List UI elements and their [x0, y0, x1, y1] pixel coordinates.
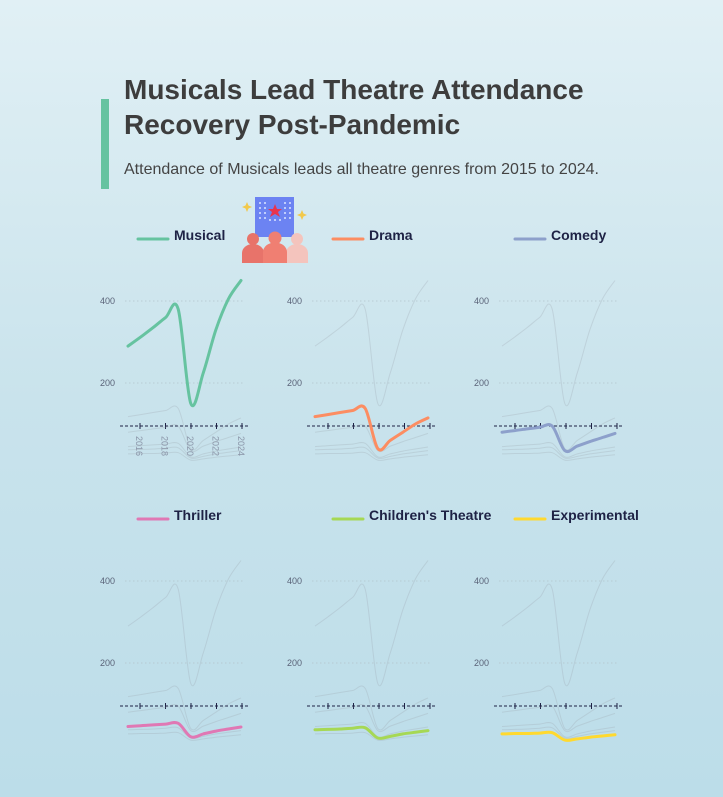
y-tick-label: 400 — [287, 576, 302, 586]
context-line — [127, 441, 242, 458]
title-accent-bar — [101, 99, 109, 189]
y-tick-label: 200 — [287, 378, 302, 388]
legend-item: Children's Theatre — [331, 507, 492, 523]
legend-label: Comedy — [551, 227, 606, 243]
y-tick-label: 400 — [100, 296, 115, 306]
y-tick-label: 400 — [474, 576, 489, 586]
legend-label: Children's Theatre — [369, 507, 492, 523]
panel-musical: Musical 200 400 2016 2018 2020 2022 2024 — [100, 227, 248, 461]
legend-label: Drama — [369, 227, 413, 243]
y-tick-label: 400 — [474, 296, 489, 306]
context-line — [127, 446, 242, 459]
context-line — [314, 721, 429, 738]
series-line — [313, 404, 430, 452]
series-line — [126, 279, 243, 408]
legend-label: Thriller — [174, 507, 222, 523]
legend-item: Comedy — [513, 227, 606, 243]
legend-label: Musical — [174, 227, 225, 243]
context-line — [501, 685, 616, 731]
context-line — [501, 441, 616, 458]
context-line — [314, 451, 429, 461]
context-line — [127, 424, 242, 453]
context-line — [127, 451, 242, 461]
panel-thriller: Thriller 200 400 — [100, 507, 248, 741]
y-tick-label: 200 — [474, 658, 489, 668]
context-line — [314, 560, 429, 687]
panel-children-s-theatre: Children's Theatre 200 400 — [287, 507, 492, 741]
y-tick-label: 200 — [100, 378, 115, 388]
page-title: Musicals Lead Theatre Attendance Recover… — [124, 74, 584, 140]
context-line — [127, 560, 242, 687]
y-tick-label: 400 — [287, 296, 302, 306]
context-line — [501, 560, 616, 687]
y-tick-label: 400 — [100, 576, 115, 586]
series-line — [500, 423, 617, 454]
x-tick-label: 2020 — [185, 436, 195, 456]
legend-label: Experimental — [551, 507, 639, 523]
context-line — [314, 446, 429, 459]
y-tick-label: 200 — [287, 658, 302, 668]
context-line — [501, 451, 616, 461]
context-line — [501, 280, 616, 407]
x-tick-label: 2022 — [211, 436, 221, 456]
context-line — [314, 280, 429, 407]
context-line — [501, 726, 616, 739]
context-line — [501, 446, 616, 459]
panel-experimental: Experimental 200 400 — [474, 507, 639, 742]
legend-item: Drama — [331, 227, 413, 243]
context-line — [127, 726, 242, 739]
context-line — [501, 721, 616, 738]
context-line — [127, 405, 242, 451]
context-line — [314, 441, 429, 458]
x-tick-label: 2016 — [134, 436, 144, 456]
series-line — [313, 725, 430, 740]
context-line — [314, 685, 429, 731]
panel-drama: Drama 200 400 — [287, 227, 435, 461]
context-line — [501, 704, 616, 733]
legend-item: Musical — [136, 227, 225, 243]
legend-item: Thriller — [136, 507, 222, 523]
x-tick-label: 2024 — [236, 436, 246, 456]
theatre-audience-icon — [242, 197, 308, 263]
series-line — [500, 730, 617, 742]
series-line — [126, 720, 243, 739]
page-subtitle: Attendance of Musicals leads all theatre… — [124, 161, 599, 178]
context-line — [314, 731, 429, 741]
context-line — [127, 704, 242, 733]
y-tick-label: 200 — [474, 378, 489, 388]
context-line — [127, 685, 242, 731]
context-line — [501, 405, 616, 451]
x-tick-label: 2018 — [160, 436, 170, 456]
y-tick-label: 200 — [100, 658, 115, 668]
context-line — [314, 704, 429, 733]
legend-item: Experimental — [513, 507, 639, 523]
context-line — [314, 424, 429, 453]
panel-comedy: Comedy 200 400 — [474, 227, 622, 461]
context-line — [127, 731, 242, 741]
